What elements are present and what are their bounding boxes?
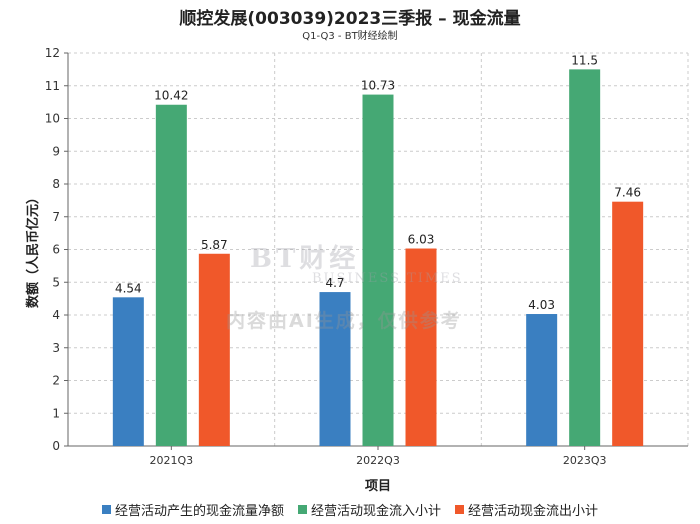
y-axis-title: 数额（人民币亿元） <box>25 191 41 308</box>
bar-2022Q3-2 <box>362 94 394 446</box>
legend-swatch-inflow <box>297 505 307 514</box>
y-tick-label: 4 <box>52 308 60 322</box>
watermark-logo-main: BT财经 <box>250 244 360 274</box>
bar-2021Q3-2 <box>155 104 187 447</box>
y-tick-label: 12 <box>45 46 60 60</box>
bar-2023Q3-1 <box>526 314 558 446</box>
y-tick-label: 2 <box>52 374 60 388</box>
y-tick-label: 10 <box>45 112 60 126</box>
y-tick-label: 1 <box>52 406 60 420</box>
bar-2023Q3-3 <box>612 201 644 446</box>
x-tick-label: 2023Q3 <box>563 454 607 467</box>
legend-item-net[interactable]: 经营活动产生的现金流量净额 <box>101 500 284 519</box>
data-label: 4.7 <box>325 276 344 290</box>
bar-2022Q3-1 <box>319 292 351 446</box>
y-tick-label: 3 <box>52 341 60 355</box>
legend: 经营活动产生的现金流量净额 经营活动现金流入小计 经营活动现金流出小计 <box>0 500 700 519</box>
y-tick-label: 8 <box>52 177 60 191</box>
legend-label-outflow: 经营活动现金流出小计 <box>468 504 599 519</box>
data-label: 10.73 <box>361 79 395 93</box>
y-tick-label: 0 <box>52 439 60 453</box>
y-tick-label: 7 <box>52 210 60 224</box>
legend-item-inflow[interactable]: 经营活动现金流入小计 <box>297 500 441 519</box>
data-label: 5.87 <box>201 238 228 252</box>
x-tick-label: 2022Q3 <box>356 454 400 467</box>
chart-subtitle: Q1-Q3 - BT财经绘制 <box>302 31 398 42</box>
watermark-text: 内容由AI生成，仅供参考 <box>226 310 462 332</box>
y-tick-label: 6 <box>52 243 60 257</box>
bar-chart: 01234567891011124.5410.425.872021Q34.710… <box>25 46 689 494</box>
legend-item-outflow[interactable]: 经营活动现金流出小计 <box>455 500 598 519</box>
bar-2023Q3-2 <box>569 69 601 446</box>
data-label: 4.03 <box>528 298 555 312</box>
chart-title: 顺控发展(003039)2023三季报 – 现金流量 <box>179 9 521 29</box>
y-tick-label: 11 <box>45 79 60 93</box>
data-label: 10.42 <box>154 89 188 103</box>
bar-2021Q3-1 <box>112 297 144 446</box>
legend-label-inflow: 经营活动现金流入小计 <box>310 504 441 519</box>
data-label: 6.03 <box>408 233 435 247</box>
bar-2021Q3-3 <box>198 253 230 446</box>
watermark-logo: BT财经 BUSINESS TIMES <box>250 238 463 286</box>
y-tick-label: 9 <box>52 144 60 158</box>
y-tick-label: 5 <box>52 275 60 289</box>
data-label: 7.46 <box>614 186 641 200</box>
bar-2022Q3-3 <box>405 248 437 446</box>
data-label: 4.54 <box>115 281 142 295</box>
legend-swatch-outflow <box>455 505 464 514</box>
data-label: 11.5 <box>571 53 598 67</box>
legend-label-net: 经营活动产生的现金流量净额 <box>114 504 284 519</box>
x-tick-label: 2021Q3 <box>150 454 194 467</box>
legend-swatch-net <box>101 505 111 514</box>
watermark-logo-sub: BUSINESS TIMES <box>312 271 463 286</box>
x-axis-title: 项目 <box>365 479 391 494</box>
